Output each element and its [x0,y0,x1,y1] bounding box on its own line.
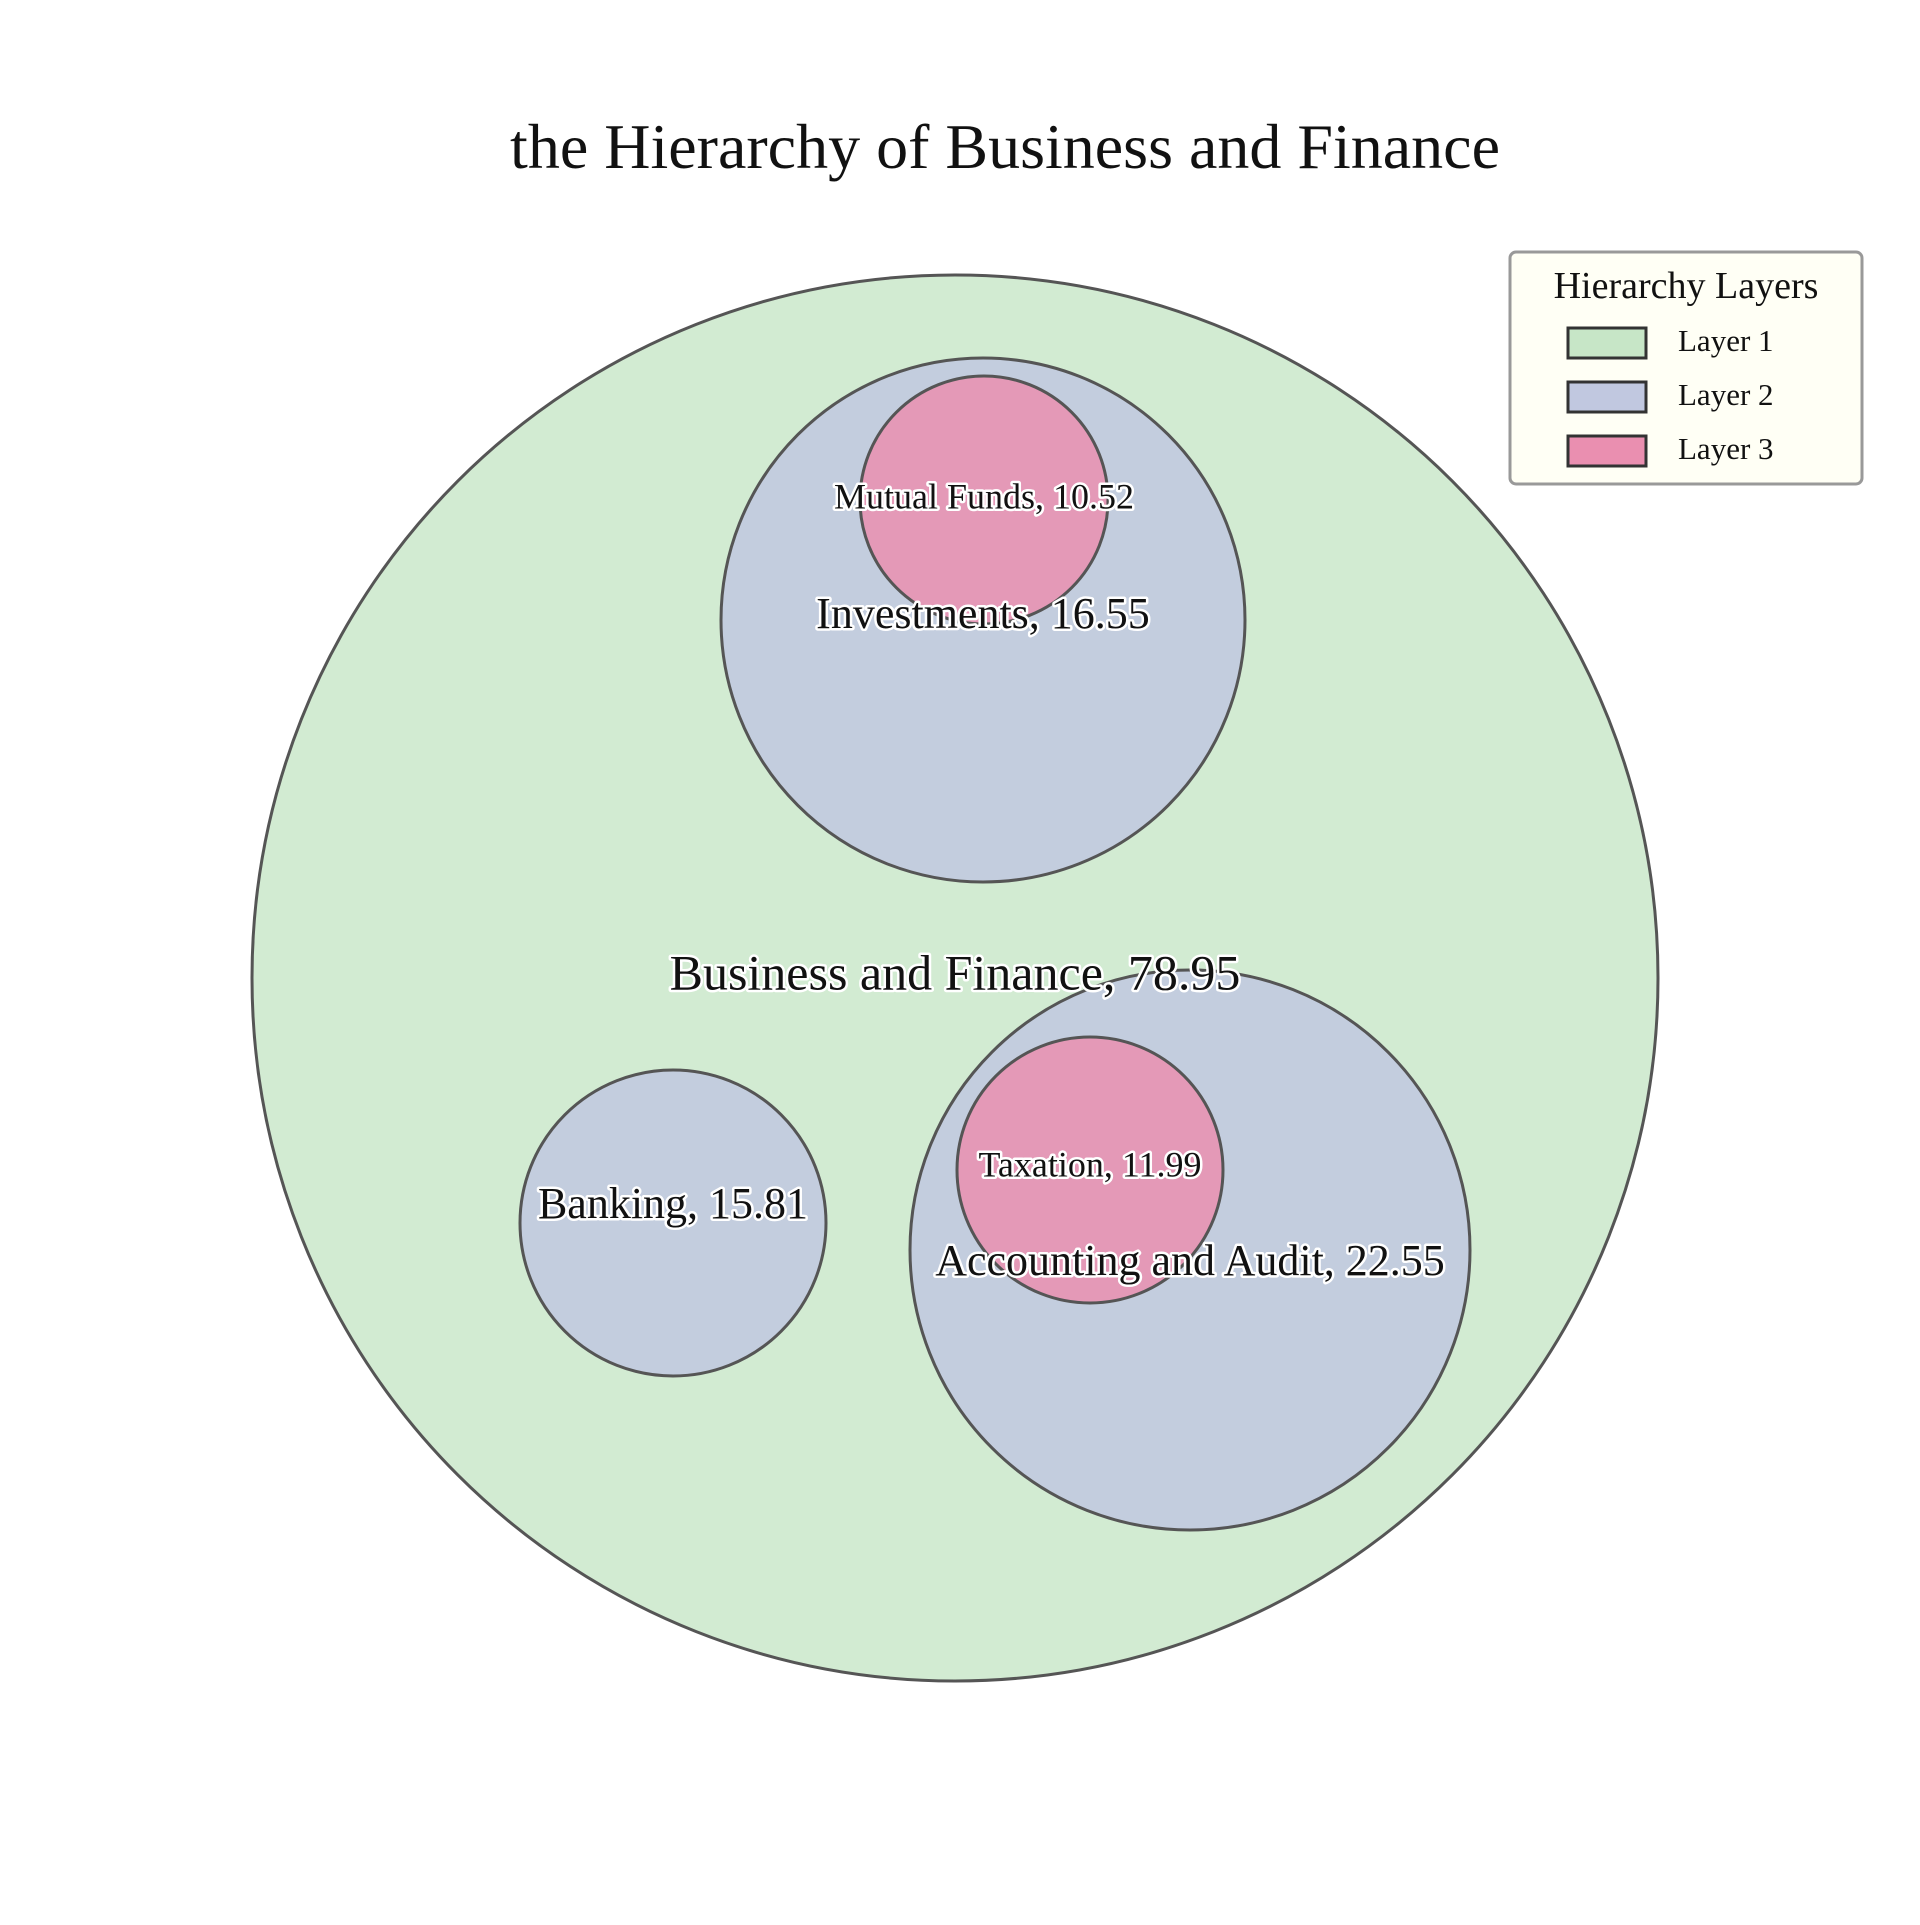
legend-items: Layer 1 Layer 2 Layer 3 [1566,323,1774,468]
legend-label-layer-3: Layer 3 [1678,431,1774,466]
legend-swatch-layer-2 [1566,380,1648,414]
bubble-label-investments: Investments, 16.55 [816,589,1150,638]
chart-title: the Hierarchy of Business and Finance [510,111,1500,182]
bubble-taxation [955,1035,1225,1305]
bubble-label-taxation: Taxation, 11.99 [978,1144,1201,1184]
legend-title: Hierarchy Layers [1554,265,1819,307]
legend: Hierarchy Layers Layer 1 Layer 2 Layer 3 [1508,250,1864,486]
legend-label-layer-1: Layer 1 [1678,323,1774,358]
legend-swatch-layer-3 [1566,434,1648,468]
labels-layer: Business and Finance, 78.95 Investments, … [535,474,1447,1288]
circles-layer [250,273,1660,1683]
bubble-label-mutual: Mutual Funds, 10.52 [834,476,1134,516]
bubble-label-business: Business and Finance, 78.95 [670,944,1241,1000]
bubble-banking [518,1068,828,1378]
legend-label-layer-2: Layer 2 [1678,377,1774,412]
bubble-mutual [858,374,1110,626]
bubble-label-accounting: Accounting and Audit, 22.55 [935,1236,1445,1285]
legend-swatch-layer-1 [1566,326,1648,360]
legend-box [1508,250,1864,486]
bubble-label-banking: Banking, 15.81 [538,1179,808,1228]
